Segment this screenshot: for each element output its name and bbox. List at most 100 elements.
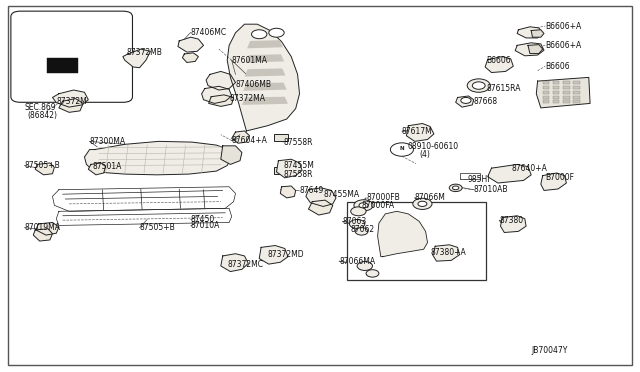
Text: 87617M: 87617M (402, 127, 433, 136)
Polygon shape (280, 186, 296, 198)
Polygon shape (500, 216, 526, 232)
Polygon shape (259, 246, 288, 264)
Circle shape (354, 200, 373, 211)
Bar (553, 96, 559, 99)
Polygon shape (378, 211, 428, 257)
Text: 87558R: 87558R (284, 170, 313, 179)
Text: B7000F: B7000F (545, 173, 574, 182)
Circle shape (461, 97, 471, 103)
Text: 87406MB: 87406MB (236, 80, 271, 89)
Text: B6606+A: B6606+A (545, 22, 582, 31)
Polygon shape (276, 159, 302, 178)
Text: 87649: 87649 (300, 186, 324, 195)
Bar (460, 173, 480, 179)
Polygon shape (244, 68, 285, 77)
Polygon shape (88, 163, 106, 175)
Text: 87640+A: 87640+A (512, 164, 548, 173)
Circle shape (357, 262, 372, 270)
Text: B6606+A: B6606+A (545, 41, 582, 50)
Polygon shape (178, 37, 204, 52)
Polygon shape (247, 40, 283, 48)
Text: 87406MC: 87406MC (191, 28, 227, 37)
Text: 87505+B: 87505+B (24, 161, 60, 170)
Text: 87455MA: 87455MA (323, 190, 359, 199)
Bar (274, 167, 288, 174)
Text: B6606: B6606 (486, 56, 511, 65)
Polygon shape (123, 49, 150, 68)
Polygon shape (488, 164, 531, 183)
Polygon shape (209, 95, 234, 106)
Text: JB70047Y: JB70047Y (531, 346, 568, 355)
Polygon shape (52, 90, 88, 107)
Polygon shape (36, 222, 59, 235)
Text: 87372MD: 87372MD (268, 250, 304, 259)
Polygon shape (243, 83, 287, 91)
Polygon shape (485, 57, 513, 73)
Text: 87601MA: 87601MA (232, 56, 268, 65)
Circle shape (449, 184, 462, 192)
Text: 87380+A: 87380+A (430, 248, 466, 257)
Polygon shape (528, 45, 543, 54)
Bar (563, 81, 570, 84)
Polygon shape (536, 77, 590, 108)
Bar (573, 96, 580, 99)
Text: 87450: 87450 (191, 215, 215, 224)
Polygon shape (182, 53, 198, 62)
Polygon shape (206, 71, 236, 90)
Circle shape (413, 198, 432, 209)
Circle shape (452, 186, 459, 190)
Text: 87300MA: 87300MA (90, 137, 125, 146)
Bar (347, 202, 486, 280)
Bar (573, 81, 580, 84)
Text: 87063: 87063 (342, 217, 367, 226)
Text: B6606: B6606 (545, 62, 570, 71)
Circle shape (390, 143, 413, 156)
Circle shape (269, 28, 284, 37)
Bar (274, 134, 288, 141)
Polygon shape (221, 254, 248, 272)
Bar (47, 58, 78, 73)
Text: 985HI: 985HI (467, 175, 490, 184)
Text: 87501A: 87501A (93, 162, 122, 171)
Text: 87019MA: 87019MA (24, 223, 60, 232)
Text: (4): (4) (419, 150, 430, 159)
Bar (563, 100, 570, 103)
Polygon shape (35, 163, 54, 175)
Polygon shape (246, 54, 284, 62)
Bar (543, 91, 549, 94)
Circle shape (472, 82, 485, 89)
Polygon shape (202, 86, 232, 103)
Text: 87380: 87380 (499, 216, 524, 225)
Text: 87066MA: 87066MA (339, 257, 375, 266)
Text: 87505+B: 87505+B (140, 223, 175, 232)
Polygon shape (232, 131, 250, 143)
Text: N: N (399, 146, 404, 151)
Polygon shape (221, 146, 242, 164)
Polygon shape (227, 24, 300, 131)
Polygon shape (308, 200, 333, 215)
Polygon shape (406, 124, 434, 141)
Polygon shape (52, 187, 236, 211)
Polygon shape (84, 141, 232, 175)
Bar (553, 81, 559, 84)
Circle shape (467, 79, 490, 92)
Text: 87604+A: 87604+A (232, 136, 268, 145)
Circle shape (418, 201, 427, 206)
Text: 87372M: 87372M (56, 97, 87, 106)
Text: 08910-60610: 08910-60610 (408, 142, 459, 151)
Circle shape (355, 228, 368, 235)
Bar (563, 96, 570, 99)
Polygon shape (59, 99, 83, 112)
Bar (553, 91, 559, 94)
Polygon shape (531, 30, 544, 37)
Polygon shape (306, 188, 336, 206)
Text: 87062: 87062 (351, 225, 375, 234)
Bar (553, 86, 559, 89)
Circle shape (359, 203, 368, 208)
Text: 87372MC: 87372MC (227, 260, 263, 269)
Text: 87558R: 87558R (284, 138, 313, 147)
Circle shape (252, 30, 267, 39)
Circle shape (351, 207, 366, 216)
Polygon shape (517, 27, 543, 38)
Bar (563, 91, 570, 94)
